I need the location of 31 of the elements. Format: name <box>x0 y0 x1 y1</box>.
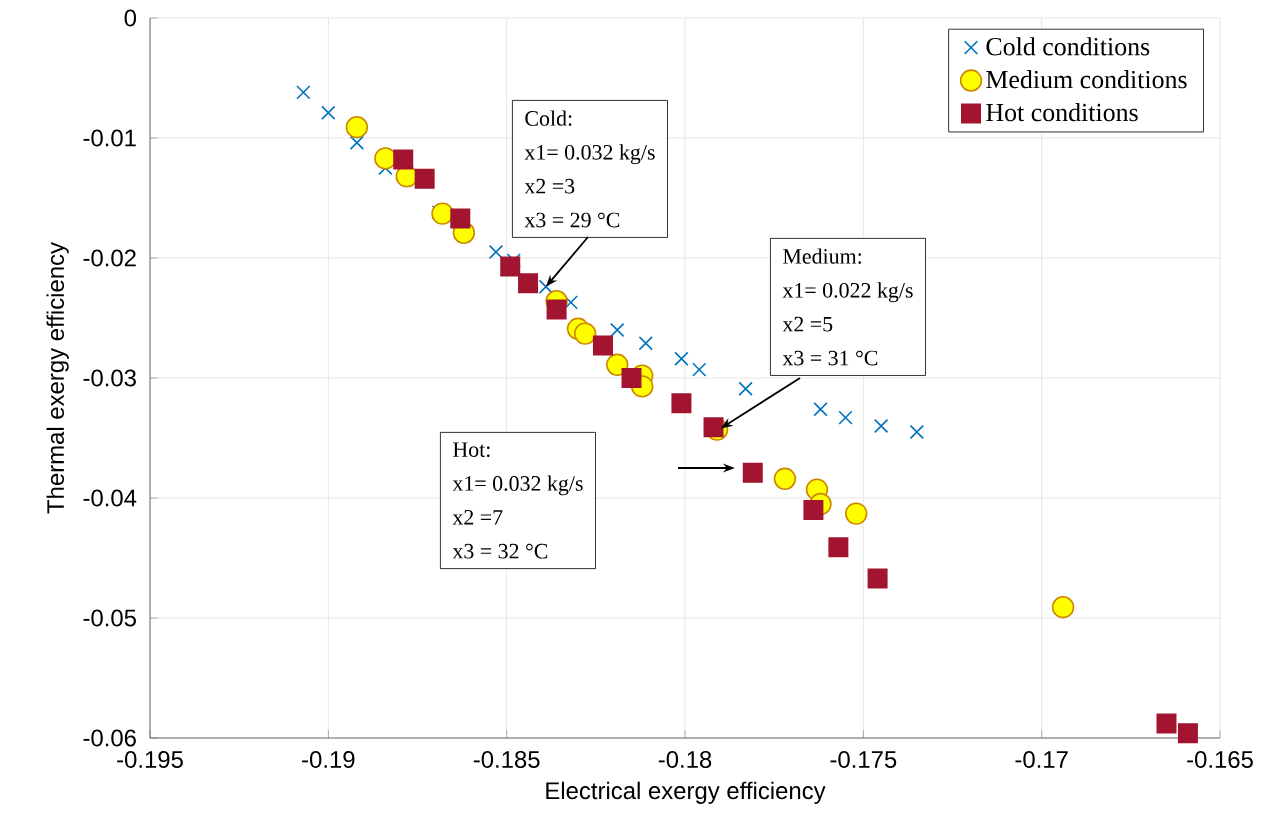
y-tick-label: -0.02 <box>83 249 136 267</box>
annotation: Medium: <box>783 248 861 264</box>
y-tick-label: 0 <box>124 9 137 27</box>
y-tick-label: -0.05 <box>83 609 136 627</box>
annotation: Cold: <box>525 110 572 126</box>
annotation: x1= 0.032 kg/s <box>524 144 655 165</box>
annotation: Hot: <box>453 442 490 458</box>
x-tick-label: -0.18 <box>658 751 712 768</box>
legend-label: Cold conditions <box>986 37 1150 56</box>
y-tick-label: -0.03 <box>83 369 136 387</box>
annotation: x1= 0.022 kg/s <box>782 282 913 303</box>
legend-label: Medium conditions <box>986 70 1187 89</box>
annotation: x2 =3 <box>524 178 575 194</box>
y-axis-title: Thermal exergy efficiency <box>46 242 69 514</box>
legend-label: Hot conditions <box>986 103 1138 122</box>
x-tick-label: -0.17 <box>1015 751 1068 768</box>
annotation: x3 = 32 °C <box>452 543 548 559</box>
x-tick-label: -0.19 <box>302 751 355 768</box>
y-tick-label: -0.01 <box>83 129 136 147</box>
y-tick-label: -0.04 <box>83 489 137 507</box>
annotation: x2 =5 <box>782 316 833 332</box>
x-tick-label: -0.165 <box>1187 751 1253 768</box>
x-tick-label: -0.195 <box>117 751 183 768</box>
annotation: x1= 0.032 kg/s <box>452 475 583 496</box>
y-tick-label: -0.06 <box>83 729 136 747</box>
x-tick-label: -0.185 <box>473 751 540 768</box>
x-axis-title: Electrical exergy efficiency <box>546 781 826 804</box>
x-tick-label: -0.175 <box>830 751 897 768</box>
annotation: x3 = 31 °C <box>782 350 878 366</box>
annotation: x2 =7 <box>452 509 503 525</box>
annotation: x3 = 29 °C <box>524 212 620 228</box>
